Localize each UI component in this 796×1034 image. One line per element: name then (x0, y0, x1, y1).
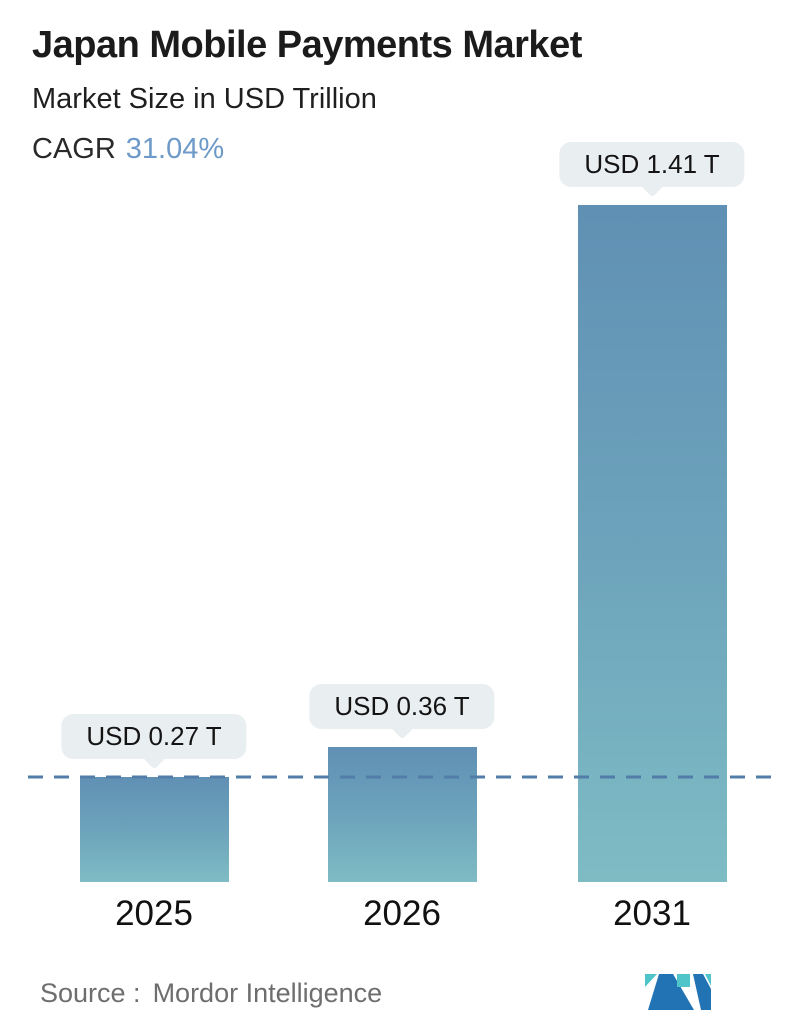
cagr-line: CAGR 31.04% (32, 133, 224, 166)
bar (577, 205, 727, 882)
value-label-bubble: USD 0.27 T (61, 714, 247, 770)
reference-dashed-line (28, 775, 776, 779)
page-title: Japan Mobile Payments Market (32, 24, 582, 66)
value-label: USD 0.27 T (86, 721, 222, 751)
bar (79, 777, 229, 882)
value-label-bubble: USD 1.41 T (559, 142, 745, 198)
mordor-intelligence-logo (645, 974, 711, 1010)
bar-group: USD 1.41 T 2031 (559, 142, 745, 933)
source-value: Mordor Intelligence (152, 978, 383, 1008)
value-label: USD 0.36 T (334, 691, 470, 721)
bar (327, 747, 477, 882)
chart-subtitle: Market Size in USD Trillion (32, 83, 377, 115)
bar-group: USD 0.36 T 2026 (309, 684, 495, 933)
source-label: Source : (40, 978, 141, 1008)
cagr-label: CAGR (32, 133, 116, 165)
value-label-bubble: USD 0.36 T (309, 684, 495, 740)
x-axis-label: 2031 (613, 894, 691, 933)
cagr-value: 31.04% (125, 133, 225, 165)
x-axis-label: 2025 (115, 894, 193, 933)
x-axis-label: 2026 (363, 894, 441, 933)
source-attribution: Source : Mordor Intelligence (40, 978, 382, 1009)
value-label: USD 1.41 T (584, 149, 720, 179)
bar-group: USD 0.27 T 2025 (61, 714, 247, 933)
